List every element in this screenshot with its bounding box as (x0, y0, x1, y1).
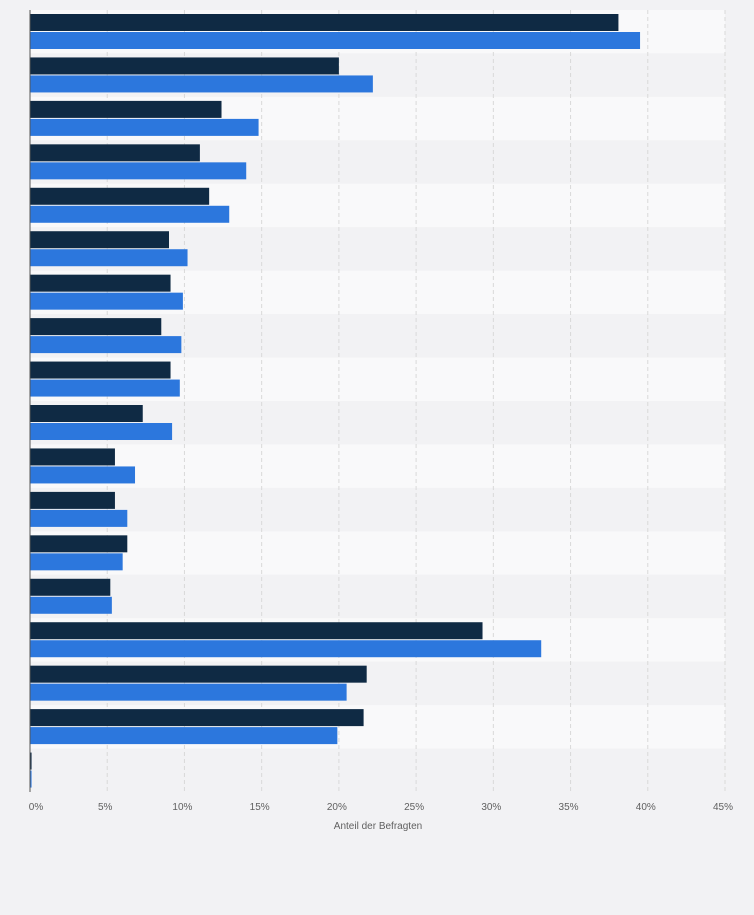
bars (30, 14, 641, 788)
row-band (30, 531, 725, 575)
grid-lines (106, 10, 726, 792)
bar-series-2 (30, 249, 188, 267)
bar-series-1 (30, 709, 364, 727)
bar-series-2 (30, 466, 136, 484)
x-tick-label: 45% (713, 802, 733, 813)
bar-series-2 (30, 683, 347, 701)
bar-series-1 (30, 14, 619, 31)
row-bands (30, 10, 725, 792)
x-tick-label: 30% (481, 802, 501, 813)
bar-series-2 (30, 640, 542, 658)
bar-series-1 (30, 57, 339, 75)
bar-series-1 (30, 231, 169, 249)
bar-series-2 (30, 553, 123, 571)
bar-series-1 (30, 622, 483, 640)
x-axis-ticks: 0% 5% 10% 15% 20% 25% 30% 35% 40% 45% (29, 802, 733, 813)
bar-series-2 (30, 770, 32, 788)
bar-series-2 (30, 596, 112, 614)
bar-series-1 (30, 274, 171, 292)
bar-series-1 (30, 318, 162, 336)
bar-series-1 (30, 405, 143, 422)
bar-series-2 (30, 727, 338, 745)
bar-series-1 (30, 187, 210, 205)
x-tick-label: 25% (404, 802, 424, 813)
bar-series-1 (30, 578, 111, 596)
bar-series-2 (30, 379, 180, 397)
x-tick-label: 40% (636, 802, 656, 813)
bar-series-1 (30, 448, 115, 466)
bar-series-1 (30, 491, 115, 509)
bar-series-2 (30, 162, 247, 180)
x-tick-label: 10% (172, 802, 192, 813)
row-band (30, 444, 725, 488)
x-tick-label: 5% (98, 802, 113, 813)
bar-series-2 (30, 336, 182, 354)
x-tick-label: 35% (559, 802, 579, 813)
x-tick-label: 20% (327, 802, 347, 813)
bar-series-2 (30, 292, 183, 310)
bar-series-1 (30, 361, 171, 379)
bar-series-1 (30, 535, 128, 553)
x-axis-label: Anteil der Befragten (334, 821, 422, 832)
bar-series-2 (30, 118, 259, 136)
bar-series-1 (30, 144, 200, 162)
x-tick-label: 15% (250, 802, 270, 813)
bar-series-1 (30, 665, 367, 683)
bar-series-2 (30, 205, 230, 223)
bar-series-2 (30, 32, 641, 49)
bar-series-2 (30, 75, 373, 93)
bar-series-1 (30, 752, 32, 770)
row-band (30, 574, 725, 619)
x-tick-label: 0% (29, 802, 44, 813)
row-band (30, 748, 725, 792)
bar-series-2 (30, 423, 173, 440)
row-band (30, 487, 725, 532)
bar-series-1 (30, 100, 222, 118)
bar-series-2 (30, 509, 128, 527)
